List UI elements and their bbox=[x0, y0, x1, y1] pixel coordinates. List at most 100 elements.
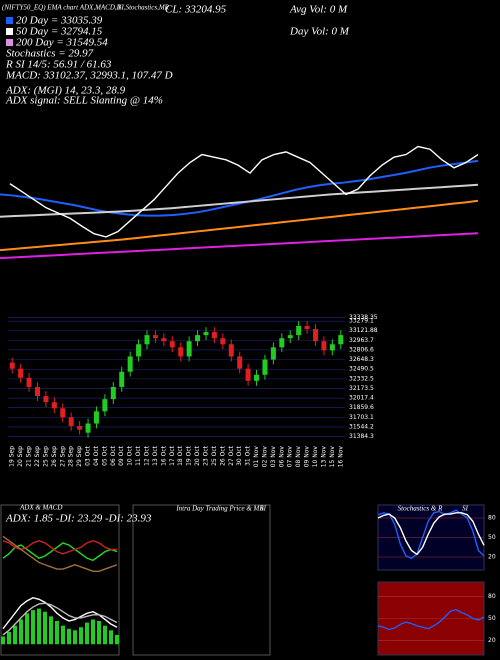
candle-body bbox=[136, 344, 142, 357]
candle-body bbox=[211, 332, 217, 339]
candle-body bbox=[262, 359, 268, 375]
panel-title: Stochastics & R bbox=[398, 505, 443, 513]
annotation: SI,Stochastics,MR bbox=[118, 4, 170, 12]
candle-body bbox=[304, 325, 310, 330]
x-tick-label: 30 Oct bbox=[236, 445, 243, 466]
x-tick-label: 05 Oct bbox=[101, 445, 108, 466]
panel-title: ADX & MACD bbox=[19, 504, 62, 512]
x-tick-label: 07 Nov bbox=[287, 446, 294, 468]
candle-body bbox=[34, 386, 40, 397]
x-tick-label: 26 Sep bbox=[51, 446, 58, 467]
x-tick-label: 03 Oct bbox=[85, 445, 92, 466]
candle-body bbox=[51, 402, 57, 409]
candle-body bbox=[9, 362, 15, 369]
histogram-bar bbox=[85, 622, 89, 645]
histogram-bar bbox=[61, 625, 65, 645]
series-line bbox=[2, 539, 117, 555]
x-tick-label: 08 Nov bbox=[295, 446, 302, 468]
candle-body bbox=[279, 338, 285, 348]
series-line bbox=[0, 232, 479, 260]
x-tick-label: 16 Oct bbox=[160, 445, 167, 466]
panel-subtitle: SI bbox=[260, 505, 267, 513]
histogram-bar bbox=[91, 619, 95, 645]
x-tick-label: 06 Nov bbox=[278, 446, 285, 468]
y-tick-label: 80 bbox=[488, 593, 496, 600]
candle-body bbox=[127, 356, 133, 372]
series-line bbox=[0, 183, 479, 218]
x-tick-label: 10 Oct bbox=[127, 445, 134, 466]
y-tick-label: 32806.6 bbox=[349, 346, 374, 353]
histogram-bar bbox=[73, 630, 77, 645]
series-line bbox=[2, 535, 118, 572]
x-tick-label: 27 Oct bbox=[228, 445, 235, 466]
y-tick-label: 20 bbox=[488, 637, 496, 644]
candle-body bbox=[110, 386, 116, 400]
series-line bbox=[2, 542, 118, 562]
histogram-bar bbox=[79, 627, 83, 645]
annotation: CL: 33204.95 bbox=[165, 4, 227, 16]
candle-body bbox=[169, 341, 175, 348]
annotation: R SI 14/5: 56.91 / 61.63 bbox=[5, 59, 112, 71]
x-tick-label: 16 Nov bbox=[337, 446, 344, 468]
y-tick-label: 33279.1 bbox=[349, 318, 374, 325]
y-tick-label: 32490.5 bbox=[349, 366, 374, 373]
annotation: 20 Day = 33035.39 bbox=[16, 15, 103, 27]
y-tick-label: 31384.3 bbox=[349, 433, 374, 440]
x-tick-label: 23 Oct bbox=[202, 445, 209, 466]
annotation: MACD: 33102.37, 32993.1, 107.47 D bbox=[5, 70, 173, 82]
candle-body bbox=[203, 332, 209, 336]
annotation: 200 Day = 31549.54 bbox=[16, 37, 108, 49]
candle-body bbox=[18, 368, 24, 378]
x-tick-label: 01 Nov bbox=[253, 446, 260, 468]
x-tick-label: 09 Oct bbox=[118, 445, 125, 466]
x-tick-label: 31 Oct bbox=[245, 445, 252, 466]
candle-body bbox=[102, 399, 108, 412]
candle-body bbox=[60, 408, 66, 418]
x-tick-label: 02 Nov bbox=[261, 446, 268, 468]
candle-body bbox=[186, 341, 192, 357]
x-tick-label: 22 Sep bbox=[34, 446, 41, 467]
y-tick-label: 32963.7 bbox=[349, 337, 374, 344]
x-tick-label: 29 Sep bbox=[76, 446, 83, 467]
histogram-bar bbox=[19, 619, 23, 645]
panel-subtitle: SI bbox=[462, 505, 469, 513]
candle-body bbox=[43, 396, 49, 403]
histogram-bar bbox=[1, 636, 5, 645]
x-tick-label: 03 Nov bbox=[270, 446, 277, 468]
price-line bbox=[9, 145, 479, 238]
candle-body bbox=[93, 411, 99, 424]
y-tick-label: 33338.35 bbox=[349, 314, 378, 321]
y-tick-label: 20 bbox=[488, 554, 496, 561]
y-tick-label: 80 bbox=[488, 515, 496, 522]
candle-body bbox=[237, 356, 243, 369]
candle-body bbox=[152, 335, 158, 339]
candle-body bbox=[287, 335, 293, 339]
candle-body bbox=[228, 344, 234, 357]
x-tick-label: 06 Oct bbox=[110, 445, 117, 466]
panel-frame bbox=[0, 504, 120, 656]
candle-body bbox=[313, 329, 319, 342]
annotation: ADX: (MGI) 14, 23.3, 28.9 bbox=[5, 85, 126, 97]
series-line bbox=[377, 509, 485, 560]
candle-body bbox=[321, 341, 327, 351]
annotation: 50 Day = 32794.15 bbox=[16, 26, 103, 38]
histogram-bar bbox=[31, 610, 35, 645]
legend-swatch bbox=[6, 39, 13, 46]
y-tick-label: 31859.6 bbox=[349, 404, 374, 411]
series-line bbox=[0, 199, 479, 252]
x-tick-label: 17 Oct bbox=[169, 445, 176, 466]
histogram-bar bbox=[67, 628, 71, 645]
histogram-bar bbox=[49, 616, 53, 645]
x-tick-label: 20 Sep bbox=[17, 446, 24, 467]
legend-swatch bbox=[6, 28, 13, 35]
x-tick-label: 11 Oct bbox=[135, 445, 142, 466]
candle-body bbox=[220, 338, 226, 345]
histogram-bar bbox=[13, 625, 17, 645]
candle-body bbox=[329, 344, 335, 351]
annotation: Day Vol: 0 M bbox=[289, 26, 350, 38]
candle-body bbox=[178, 347, 184, 357]
annotation: Stochastics = 29.97 bbox=[6, 48, 94, 60]
legend-swatch bbox=[6, 17, 13, 24]
panel-frame bbox=[132, 504, 271, 656]
